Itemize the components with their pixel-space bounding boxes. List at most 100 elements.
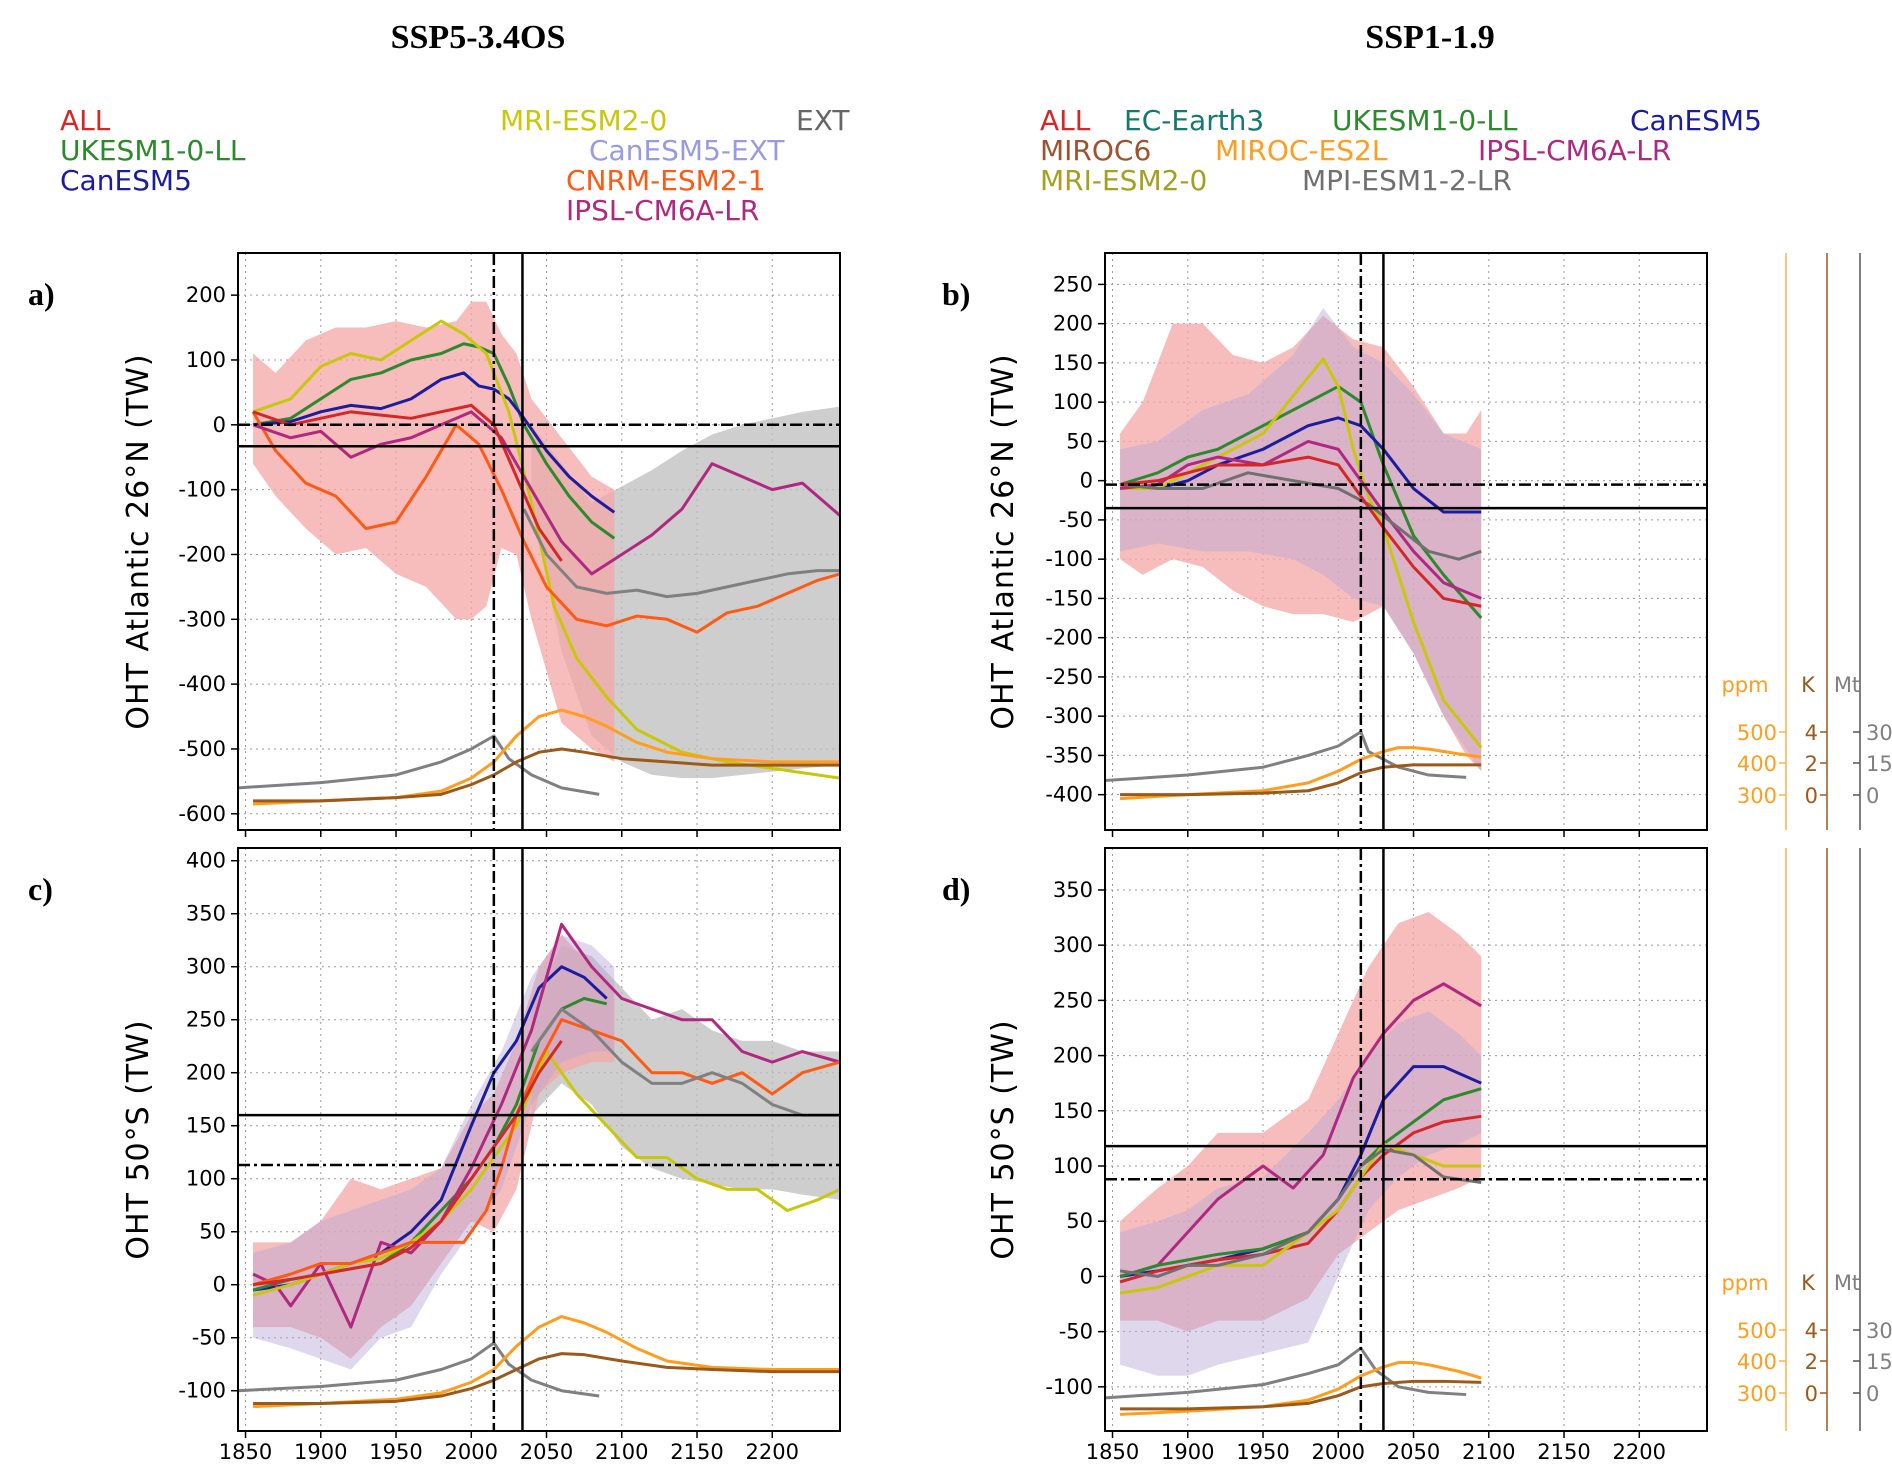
ytick-label: -500: [178, 737, 226, 761]
side-axis-d: ppm K Mt 500 4 30 400 2 15 300 0 0: [1721, 848, 1892, 1431]
ytick-label: -150: [1045, 586, 1093, 610]
legend-entry-miroc6: MIROC6: [1040, 134, 1151, 167]
ytick-label: 300: [1053, 933, 1093, 957]
xtick-label: 1850: [1086, 1440, 1139, 1464]
ytick-label: -200: [178, 542, 226, 566]
ytick-label: -400: [1045, 783, 1093, 807]
side-tick-ppm: 500: [1737, 1319, 1777, 1343]
band-models: [1120, 1011, 1482, 1376]
series-canesm5: [1119, 416, 1482, 514]
legend-entry-all: ALL: [60, 104, 111, 137]
xtick-label: 1850: [219, 1440, 272, 1464]
side-tick-k: 4: [1805, 721, 1818, 745]
side-tick-mt: 30: [1866, 721, 1892, 745]
plot-frame: [1104, 847, 1708, 1432]
ytick-label: 50: [1066, 429, 1093, 453]
panel-label: b): [942, 276, 970, 312]
legend-entry-canesm5-ext: CanESM5-EXT: [589, 134, 785, 167]
xtick-label: 1950: [369, 1440, 422, 1464]
series-canesm5: [252, 371, 616, 514]
band-all: [253, 934, 615, 1359]
series-mpi-esm1-2-lr: [1119, 471, 1482, 561]
series-ext: [530, 1007, 840, 1117]
ytick-label: -100: [1045, 1375, 1093, 1399]
side-axis-b: ppm K Mt 500 4 30 400 2 15 300 0 0: [1721, 253, 1892, 830]
side-tick-k: 4: [1805, 1319, 1818, 1343]
legend-entry-ec-earth3: EC-Earth3: [1124, 104, 1264, 137]
y-axis-label: OHT 50°S (TW): [121, 1019, 156, 1259]
xtick-label: 2200: [746, 1440, 799, 1464]
y-axis-label: OHT 50°S (TW): [986, 1019, 1021, 1259]
plot-area-b: [1105, 307, 1483, 801]
series-emissions: [238, 1341, 600, 1398]
series-mri-esm2-0: [252, 319, 840, 780]
series-all: [252, 1040, 563, 1287]
side-tick-ppm: 300: [1737, 1382, 1777, 1406]
xtick-label: 1900: [294, 1440, 347, 1464]
ytick-label: 250: [1053, 272, 1093, 296]
side-unit-ppm: ppm: [1721, 673, 1768, 697]
title-left: SSP5-3.4OS: [391, 19, 566, 56]
ytick-label: 400: [186, 849, 226, 873]
band-all: [253, 301, 615, 762]
y-axis-label: OHT Atlantic 26°N (TW): [121, 353, 156, 729]
side-unit-mt: Mt: [1834, 673, 1860, 697]
xtick-label: 2150: [1537, 1440, 1590, 1464]
xtick-label: 2000: [445, 1440, 498, 1464]
legend-right: ALL EC-Earth3 UKESM1-0-LL CanESM5 MIROC6 MIRO…: [1040, 104, 1762, 197]
band-models: [253, 934, 615, 1370]
side-tick-mt: 0: [1866, 1382, 1879, 1406]
series-all: [252, 403, 563, 562]
side-tick-k: 0: [1805, 1382, 1818, 1406]
band-all: [1120, 315, 1482, 772]
xtick-label: 1950: [1236, 1440, 1289, 1464]
xtick-label: 2100: [595, 1440, 648, 1464]
series-ext: [522, 508, 840, 599]
ytick-label: 100: [1053, 390, 1093, 414]
side-axes: ppm K Mt 500 4 30 400 2 15 300 0 0 ppm K Mt 500 4 30 400 2 1…: [1721, 253, 1892, 1431]
band-models: [1120, 307, 1482, 772]
side-unit-k: K: [1801, 1271, 1816, 1295]
side-unit-k: K: [1801, 673, 1816, 697]
legend-entry-cnrm-esm2-1: CNRM-ESM2-1: [566, 164, 766, 197]
xtick-label: 2150: [670, 1440, 723, 1464]
series-all: [1119, 455, 1482, 608]
series-ipsl-cm6a-lr: [252, 922, 840, 1329]
series-ukesm1-0-ll: [252, 342, 616, 540]
side-tick-mt: 0: [1866, 784, 1879, 808]
series-temperature: [253, 1352, 840, 1405]
side-tick-ppm: 400: [1737, 1350, 1777, 1374]
plot-area-a: [238, 301, 840, 806]
xtick-label: 2100: [1462, 1440, 1515, 1464]
legend-entry-mri-esm2-0: MRI-ESM2-0: [1040, 164, 1207, 197]
plot-frame: [237, 252, 841, 831]
xtick-label: 2050: [1387, 1440, 1440, 1464]
ytick-label: -600: [178, 802, 226, 826]
series-emissions: [238, 734, 600, 796]
legend-entry-ext: EXT: [796, 104, 850, 137]
panel-c: 400 350 300 250 200 150 100 50 0 -50 -100 1850 1900 1…: [28, 847, 841, 1464]
side-tick-mt: 15: [1866, 752, 1892, 776]
side-unit-ppm: ppm: [1721, 1271, 1768, 1295]
ytick-label: 250: [1053, 988, 1093, 1012]
ytick-label: 300: [186, 955, 226, 979]
legend-entry-canesm5: CanESM5: [1630, 104, 1762, 137]
ytick-label: 100: [186, 1167, 226, 1191]
series-temperature: [1120, 763, 1482, 797]
ytick-label: -100: [178, 1379, 226, 1403]
ytick-label: 350: [186, 902, 226, 926]
side-tick-k: 0: [1805, 784, 1818, 808]
series-temperature: [253, 747, 840, 803]
ytick-label: 50: [199, 1220, 226, 1244]
ytick-label: 200: [186, 1061, 226, 1085]
ytick-label: 0: [1080, 1264, 1093, 1288]
series-mpi-esm1-2-lr: [1119, 1147, 1482, 1278]
legend-entry-mri-esm2-0: MRI-ESM2-0: [500, 104, 667, 137]
ytick-label: -100: [178, 478, 226, 502]
xtick-label: 2000: [1312, 1440, 1365, 1464]
title-right: SSP1-1.9: [1365, 19, 1494, 56]
legend-entry-ukesm1-0-ll: UKESM1-0-LL: [60, 134, 246, 167]
ytick-label: 0: [213, 1273, 226, 1297]
